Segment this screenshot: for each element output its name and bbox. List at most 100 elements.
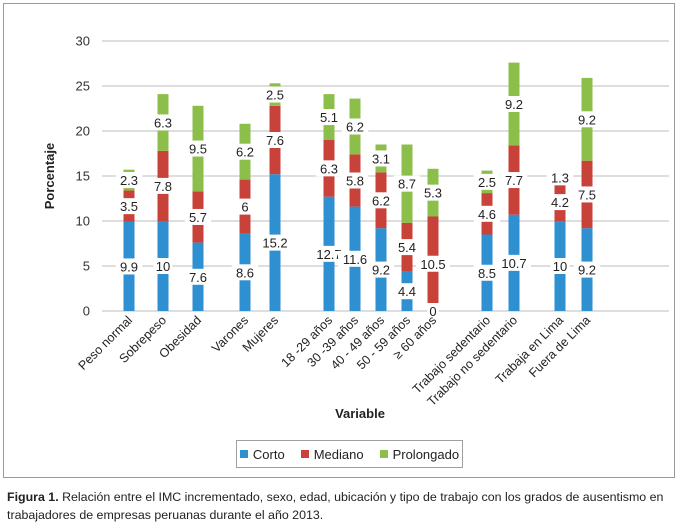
chart-legend: Corto Mediano Prolongado xyxy=(236,440,463,468)
y-tick-label: 15 xyxy=(76,169,90,184)
data-label: 4.6 xyxy=(478,207,496,222)
data-label: 6.2 xyxy=(372,193,390,208)
data-label-bg xyxy=(367,150,395,167)
data-label-bg xyxy=(239,198,251,215)
data-label-bg xyxy=(500,172,528,189)
data-label-bg xyxy=(149,177,177,194)
y-tick-label: 25 xyxy=(76,79,90,94)
data-label: 9.5 xyxy=(189,142,207,157)
data-label-bg xyxy=(261,86,289,103)
data-label: 6.2 xyxy=(346,120,364,135)
legend-item-corto: Corto xyxy=(239,446,285,462)
legend-item-prolongado: Prolongado xyxy=(379,446,460,462)
data-label: 10 xyxy=(156,259,170,274)
y-tick-label: 10 xyxy=(76,214,90,229)
data-label-bg xyxy=(573,186,601,203)
data-label-bg xyxy=(115,198,143,215)
data-label: 9.2 xyxy=(578,112,596,127)
y-axis-title: Porcentaje xyxy=(42,143,57,209)
data-label: 1.3 xyxy=(551,170,569,185)
data-label: 4.2 xyxy=(551,195,569,210)
legend-label: Mediano xyxy=(313,446,364,462)
legend-item-mediano: Mediano xyxy=(300,446,364,462)
x-axis-title: Variable xyxy=(335,406,385,421)
caption-text: Relación entre el IMC incrementado, sexo… xyxy=(7,490,664,522)
data-label-bg xyxy=(258,234,292,251)
data-label: 10.7 xyxy=(501,256,526,271)
data-label-bg xyxy=(427,303,439,319)
data-label: 7.5 xyxy=(578,187,596,202)
data-label-bg xyxy=(546,194,574,211)
data-label: 5.3 xyxy=(424,186,442,201)
data-label: 2.5 xyxy=(266,88,284,103)
data-label: 2.3 xyxy=(120,173,138,188)
data-label: 9.9 xyxy=(120,259,138,274)
data-label-bg xyxy=(261,132,289,148)
data-label: 8.5 xyxy=(478,266,496,281)
data-label: 11.6 xyxy=(343,252,367,267)
data-label-bg xyxy=(473,205,501,222)
data-label-bg xyxy=(573,261,601,278)
data-label: 6.3 xyxy=(154,115,172,130)
data-label: 5.4 xyxy=(398,240,416,255)
figure-caption: Figura 1. Relación entre el IMC incremen… xyxy=(7,488,675,524)
data-label-bg xyxy=(149,114,177,131)
stacked-bar-chart: 0 5 10 15 20 25 30 9.9 3.5 2.3 10 7.8 6.3 7.6 5.7 9.5 8.… xyxy=(42,34,669,421)
data-label: 6 xyxy=(241,200,248,215)
data-label-bg xyxy=(473,264,501,281)
data-label: 7.6 xyxy=(266,133,284,148)
data-label: 9.2 xyxy=(372,263,390,278)
data-label-bg xyxy=(500,96,528,112)
y-tick-label: 20 xyxy=(76,124,90,139)
data-label-bg xyxy=(184,208,212,225)
data-label: 8.6 xyxy=(236,265,254,280)
data-label: 5.8 xyxy=(346,174,364,189)
data-label-bg xyxy=(315,160,343,177)
data-label-bg xyxy=(550,258,570,274)
data-label-bg xyxy=(312,245,346,262)
data-label: 5.1 xyxy=(320,110,338,125)
data-label-bg xyxy=(546,169,574,186)
data-label: 8.7 xyxy=(398,177,416,192)
data-label-bg xyxy=(231,264,259,281)
data-label: 6.2 xyxy=(236,145,254,160)
legend-swatch xyxy=(239,450,248,458)
data-label: 3.1 xyxy=(372,151,390,166)
data-label: 4.4 xyxy=(398,284,416,299)
data-label: 15.2 xyxy=(262,236,287,251)
data-label-bg xyxy=(115,172,143,189)
data-label: 0 xyxy=(429,304,436,319)
data-label-bg xyxy=(153,258,173,274)
y-tick-label: 5 xyxy=(83,259,90,274)
data-label: 9.2 xyxy=(505,97,523,112)
y-tick-label: 30 xyxy=(76,34,90,49)
legend-label: Corto xyxy=(252,446,285,462)
caption-label: Figura 1. xyxy=(7,490,59,504)
data-label-bg xyxy=(231,143,259,160)
data-label-bg xyxy=(367,261,395,278)
data-label-bg xyxy=(416,255,450,272)
legend-swatch xyxy=(300,450,309,458)
legend-label: Prolongado xyxy=(392,446,460,462)
data-label: 6.3 xyxy=(320,161,338,176)
y-tick-label: 0 xyxy=(83,304,90,319)
data-label-bg xyxy=(115,258,143,275)
data-label: 7.6 xyxy=(189,270,207,285)
figure-frame: 0 5 10 15 20 25 30 9.9 3.5 2.3 10 7.8 6.3 7.6 5.7 9.5 8.… xyxy=(3,3,675,478)
data-label-bg xyxy=(497,254,531,271)
data-label-bg xyxy=(419,184,447,201)
data-label-bg xyxy=(184,268,212,285)
data-label: 7.8 xyxy=(154,179,172,194)
data-label-bg xyxy=(338,250,372,267)
data-label-bg xyxy=(341,118,369,135)
data-label-bg xyxy=(393,239,421,256)
data-label: 3.5 xyxy=(120,199,138,214)
data-label: 5.7 xyxy=(189,210,207,225)
data-label: 2.5 xyxy=(478,175,496,190)
data-label: 10.5 xyxy=(420,257,445,272)
data-label-bg xyxy=(315,109,343,126)
data-label-bg xyxy=(393,175,421,192)
data-label-bg xyxy=(341,172,369,189)
data-label-bg xyxy=(367,192,395,209)
data-label: 7.7 xyxy=(505,173,523,188)
